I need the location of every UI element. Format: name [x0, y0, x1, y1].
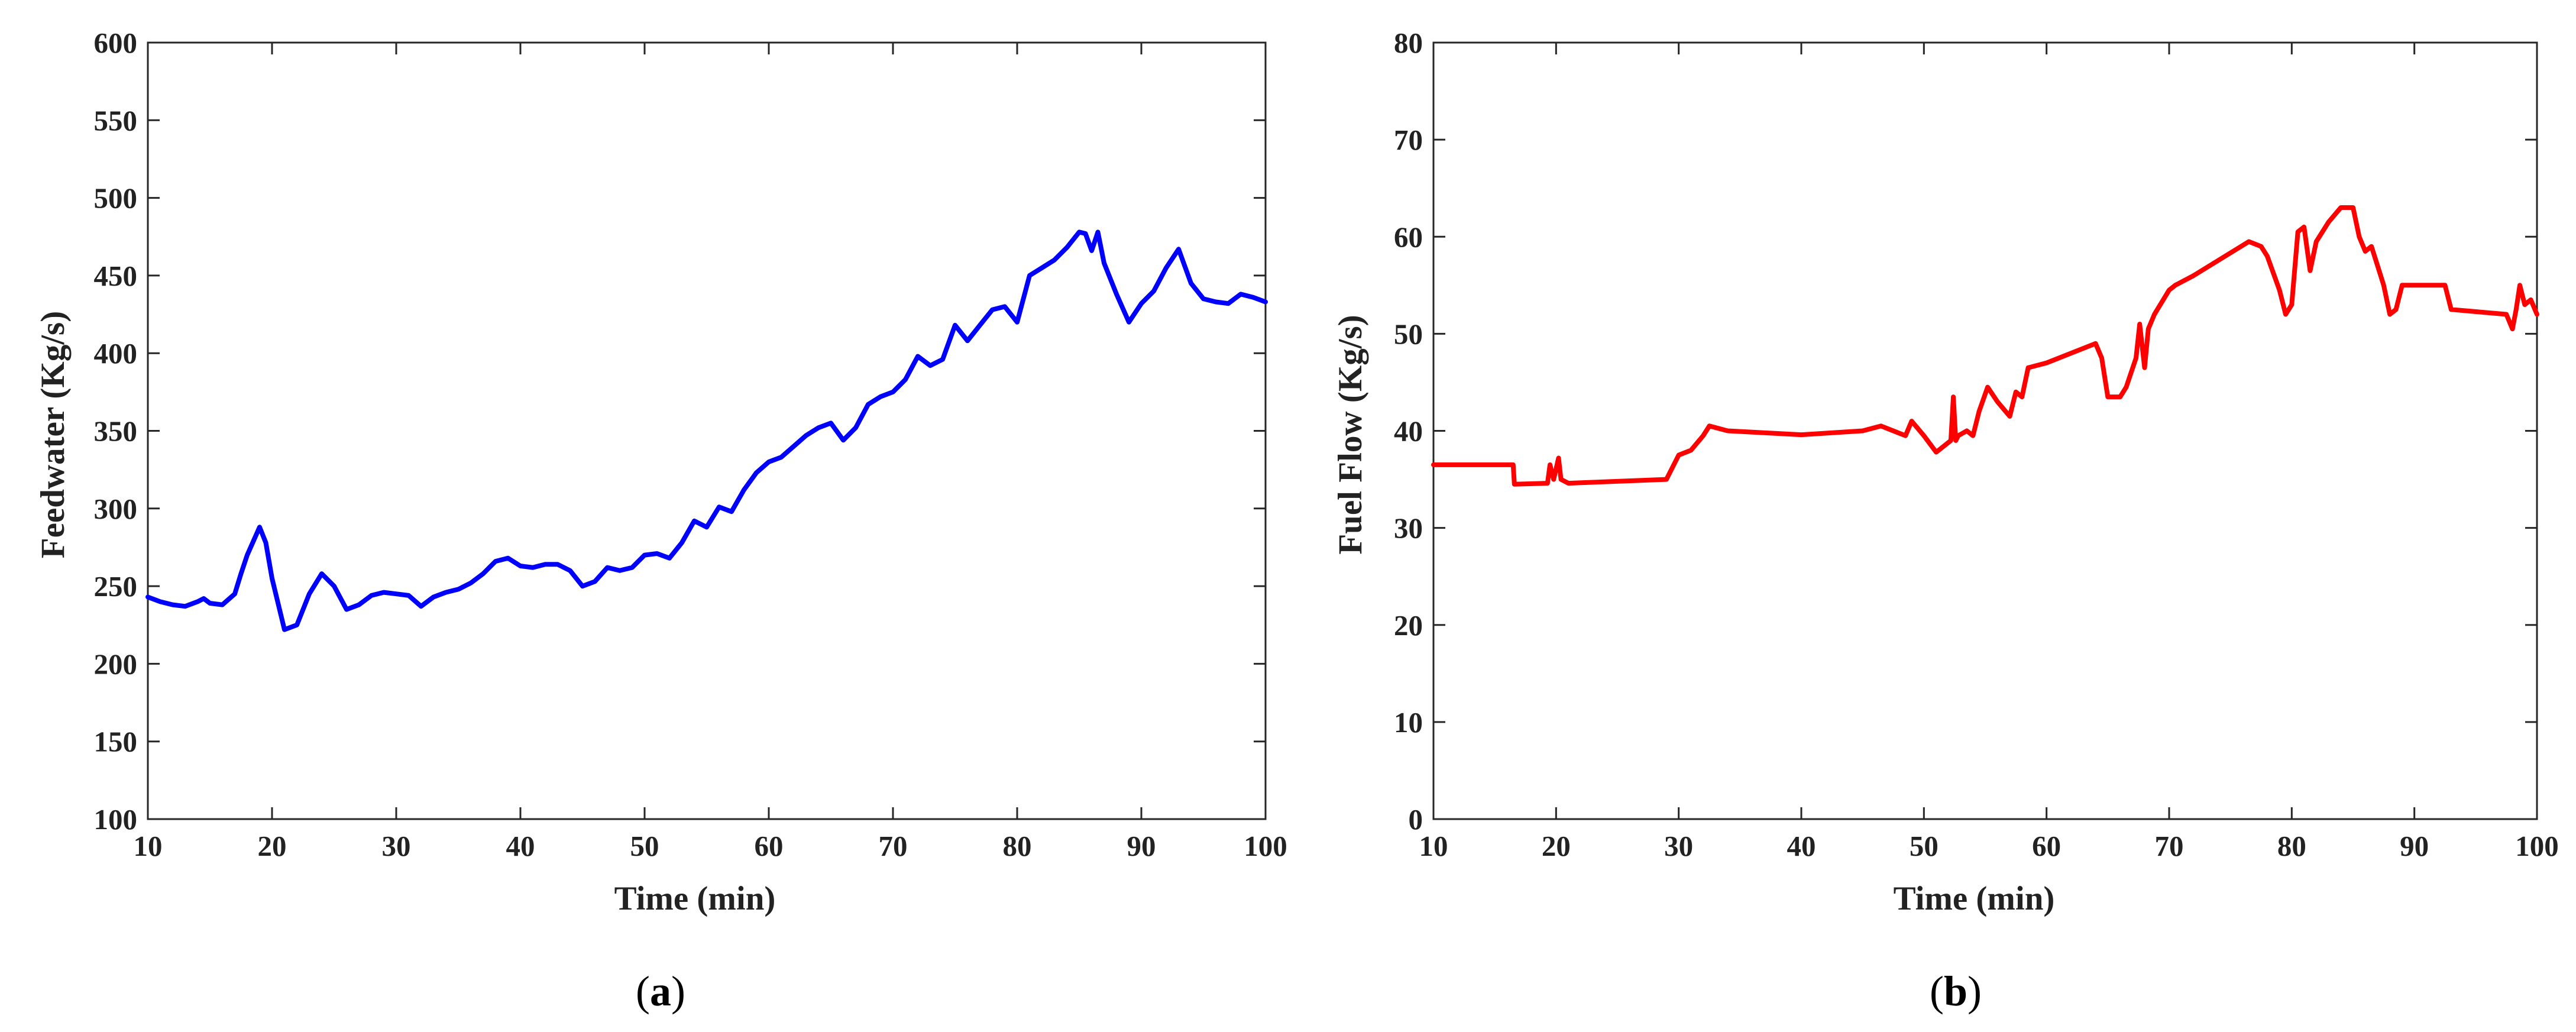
y-tick-label-a: 450: [94, 260, 138, 292]
y-tick-label-a: 150: [94, 726, 138, 758]
x-tick-label-a: 40: [506, 830, 535, 862]
x-tick-label-b: 40: [1787, 830, 1816, 862]
y-tick-label-a: 300: [94, 493, 138, 525]
x-tick-label-b: 80: [2277, 830, 2306, 862]
x-tick-label-a: 60: [755, 830, 784, 862]
x-tick-label-a: 80: [1003, 830, 1032, 862]
y-tick-label-a: 250: [94, 570, 138, 603]
y-tick-label-b: 70: [1394, 124, 1423, 156]
axes-frame-a: [147, 41, 1267, 820]
plot-area-a: 10 20 30 40 50 60 70 80 90 100 100 150 200 250 300 350 4…: [94, 27, 1287, 862]
x-tick-label-b: 70: [2155, 830, 2184, 862]
y-tick-label-b: 40: [1394, 415, 1423, 448]
y-tick-label-a: 350: [94, 415, 138, 448]
y-tick-label-b: 0: [1409, 803, 1423, 836]
x-tick-label-a: 20: [258, 830, 287, 862]
series-line-b: [1431, 205, 2539, 487]
y-axis-title-b: Fuel Flow (Kg/s): [1332, 315, 1369, 554]
y-tick-label-a: 200: [94, 648, 138, 680]
y-tick-label-b: 80: [1394, 27, 1423, 59]
y-tick-label-a: 100: [94, 803, 138, 836]
x-tick-label-a: 90: [1127, 830, 1156, 862]
y-tick-label-a: 500: [94, 182, 138, 215]
x-tick-label-b: 90: [2400, 830, 2429, 862]
panel-a: 10 20 30 40 50 60 70 80 90 100 100 150 200 250 300 350 4…: [34, 27, 1287, 1015]
x-tick-label-b: 20: [1542, 830, 1571, 862]
y-tick-label-a: 550: [94, 104, 138, 137]
y-tick-label-b: 10: [1394, 706, 1423, 739]
x-tick-label-a: 70: [879, 830, 908, 862]
x-tick-label-a: 30: [382, 830, 411, 862]
y-tick-label-b: 60: [1394, 221, 1423, 253]
y-tick-label-b: 30: [1394, 512, 1423, 545]
y-tick-label-b: 20: [1394, 609, 1423, 642]
x-axis-title-a: Time (min): [614, 880, 776, 917]
y-axis-title-a: Feedwater (Kg/s): [34, 311, 72, 558]
x-tick-label-a: 10: [134, 830, 163, 862]
axes-frame-b: [1432, 41, 2538, 820]
x-tick-label-a: 50: [630, 830, 659, 862]
series-line-a: [145, 229, 1268, 632]
panel-label-b: (b): [1930, 968, 1982, 1015]
y-tick-label-a: 600: [94, 27, 138, 59]
x-tick-label-b: 100: [2515, 830, 2559, 862]
x-tick-label-b: 10: [1419, 830, 1448, 862]
y-tick-label-a: 400: [94, 337, 138, 370]
panel-label-a: (a): [636, 968, 685, 1015]
y-tick-label-b: 50: [1394, 318, 1423, 350]
x-tick-label-b: 50: [1910, 830, 1939, 862]
x-tick-label-b: 30: [1664, 830, 1693, 862]
x-axis-title-b: Time (min): [1894, 880, 2055, 917]
x-tick-label-a: 100: [1244, 830, 1287, 862]
x-tick-label-b: 60: [2032, 830, 2061, 862]
